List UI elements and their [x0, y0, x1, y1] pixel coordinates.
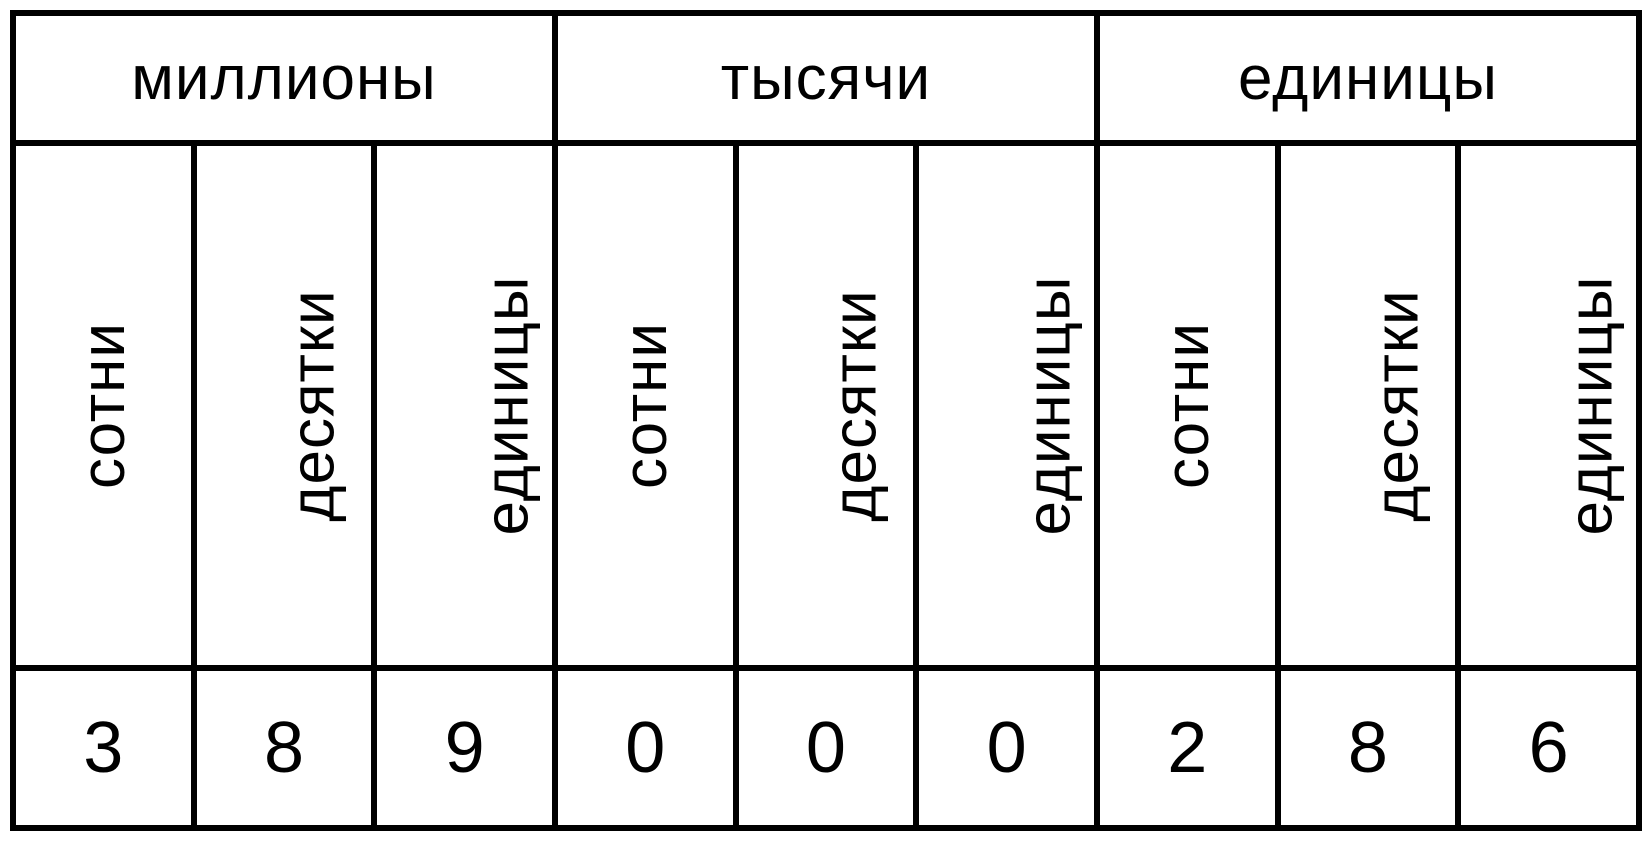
sub-header-label: единицы — [472, 276, 543, 536]
digit-cell: 0 — [916, 668, 1097, 828]
sub-header-label: сотни — [1152, 322, 1223, 489]
sub-header-cell: сотни — [555, 143, 736, 668]
table: миллионы тысячи единицы сотни десятки ед… — [10, 10, 1642, 831]
sub-header-label: десятки — [1361, 289, 1432, 521]
digit-cell: 0 — [555, 668, 736, 828]
group-header-millions: миллионы — [13, 13, 555, 143]
group-header-row: миллионы тысячи единицы — [13, 13, 1639, 143]
sub-header-label: единицы — [1014, 276, 1085, 536]
sub-header-cell: сотни — [1097, 143, 1278, 668]
group-header-thousands: тысячи — [555, 13, 1097, 143]
digit-row: 3 8 9 0 0 0 2 8 6 — [13, 668, 1639, 828]
digit-cell: 9 — [374, 668, 555, 828]
sub-header-cell: единицы — [1458, 143, 1639, 668]
sub-header-cell: десятки — [1278, 143, 1459, 668]
digit-cell: 8 — [194, 668, 375, 828]
sub-header-label: единицы — [1556, 276, 1627, 536]
sub-header-cell: единицы — [916, 143, 1097, 668]
group-header-units: единицы — [1097, 13, 1639, 143]
sub-header-cell: единицы — [374, 143, 555, 668]
sub-header-label: десятки — [277, 289, 348, 521]
sub-header-label: сотни — [610, 322, 681, 489]
sub-header-cell: десятки — [736, 143, 917, 668]
digit-cell: 8 — [1278, 668, 1459, 828]
digit-cell: 3 — [13, 668, 194, 828]
digit-cell: 2 — [1097, 668, 1278, 828]
sub-header-cell: сотни — [13, 143, 194, 668]
sub-header-row: сотни десятки единицы сотни десятки един… — [13, 143, 1639, 668]
sub-header-label: десятки — [819, 289, 890, 521]
place-value-table: миллионы тысячи единицы сотни десятки ед… — [10, 10, 1642, 831]
sub-header-label: сотни — [68, 322, 139, 489]
sub-header-cell: десятки — [194, 143, 375, 668]
digit-cell: 6 — [1458, 668, 1639, 828]
digit-cell: 0 — [736, 668, 917, 828]
